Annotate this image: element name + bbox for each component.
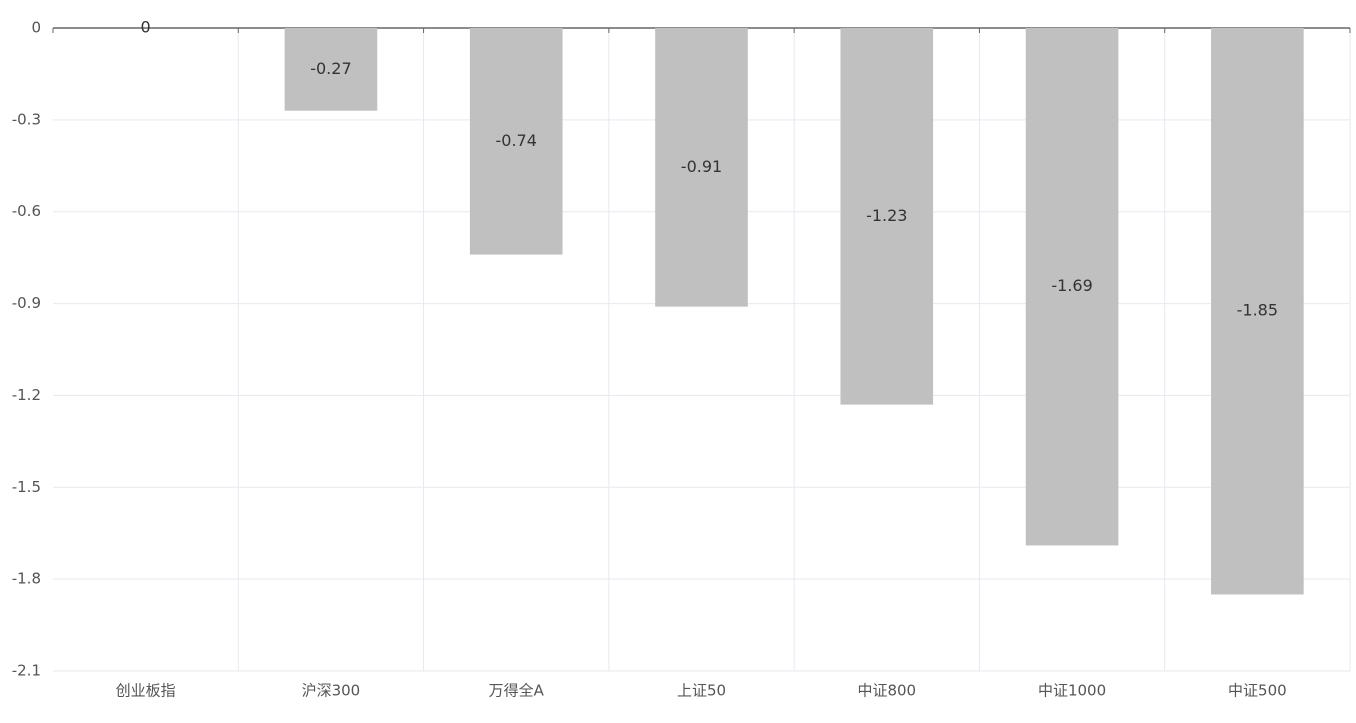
value-label: -1.23 [866, 206, 907, 225]
bar [1211, 28, 1304, 595]
value-label: -0.74 [496, 131, 537, 150]
bar [284, 28, 378, 111]
bar [655, 28, 748, 307]
y-tick-label: -0.9 [12, 294, 41, 312]
bar [840, 28, 934, 405]
y-tick-label: -1.2 [12, 386, 41, 404]
x-tick-label: 中证1000 [1038, 682, 1106, 700]
y-tick-label: -2.1 [12, 662, 41, 680]
y-tick-label: 0 [31, 19, 41, 37]
bar [1025, 28, 1119, 546]
x-tick-label: 沪深300 [302, 682, 361, 700]
value-label: -1.85 [1237, 301, 1278, 320]
y-tick-label: -0.6 [12, 202, 41, 220]
y-tick-label: -1.8 [12, 570, 41, 588]
value-label: -0.91 [681, 157, 722, 176]
x-tick-label: 上证50 [677, 682, 726, 700]
value-label: 0 [141, 18, 151, 37]
y-tick-label: -0.3 [12, 110, 41, 128]
x-tick-label: 万得全A [489, 682, 545, 700]
x-tick-label: 中证800 [857, 682, 916, 700]
x-tick-label: 创业板指 [116, 682, 176, 700]
value-label: -1.69 [1051, 276, 1092, 295]
y-tick-label: -1.5 [12, 478, 41, 496]
x-tick-label: 中证500 [1228, 682, 1287, 700]
value-label: -0.27 [310, 59, 351, 78]
bar [469, 28, 563, 255]
